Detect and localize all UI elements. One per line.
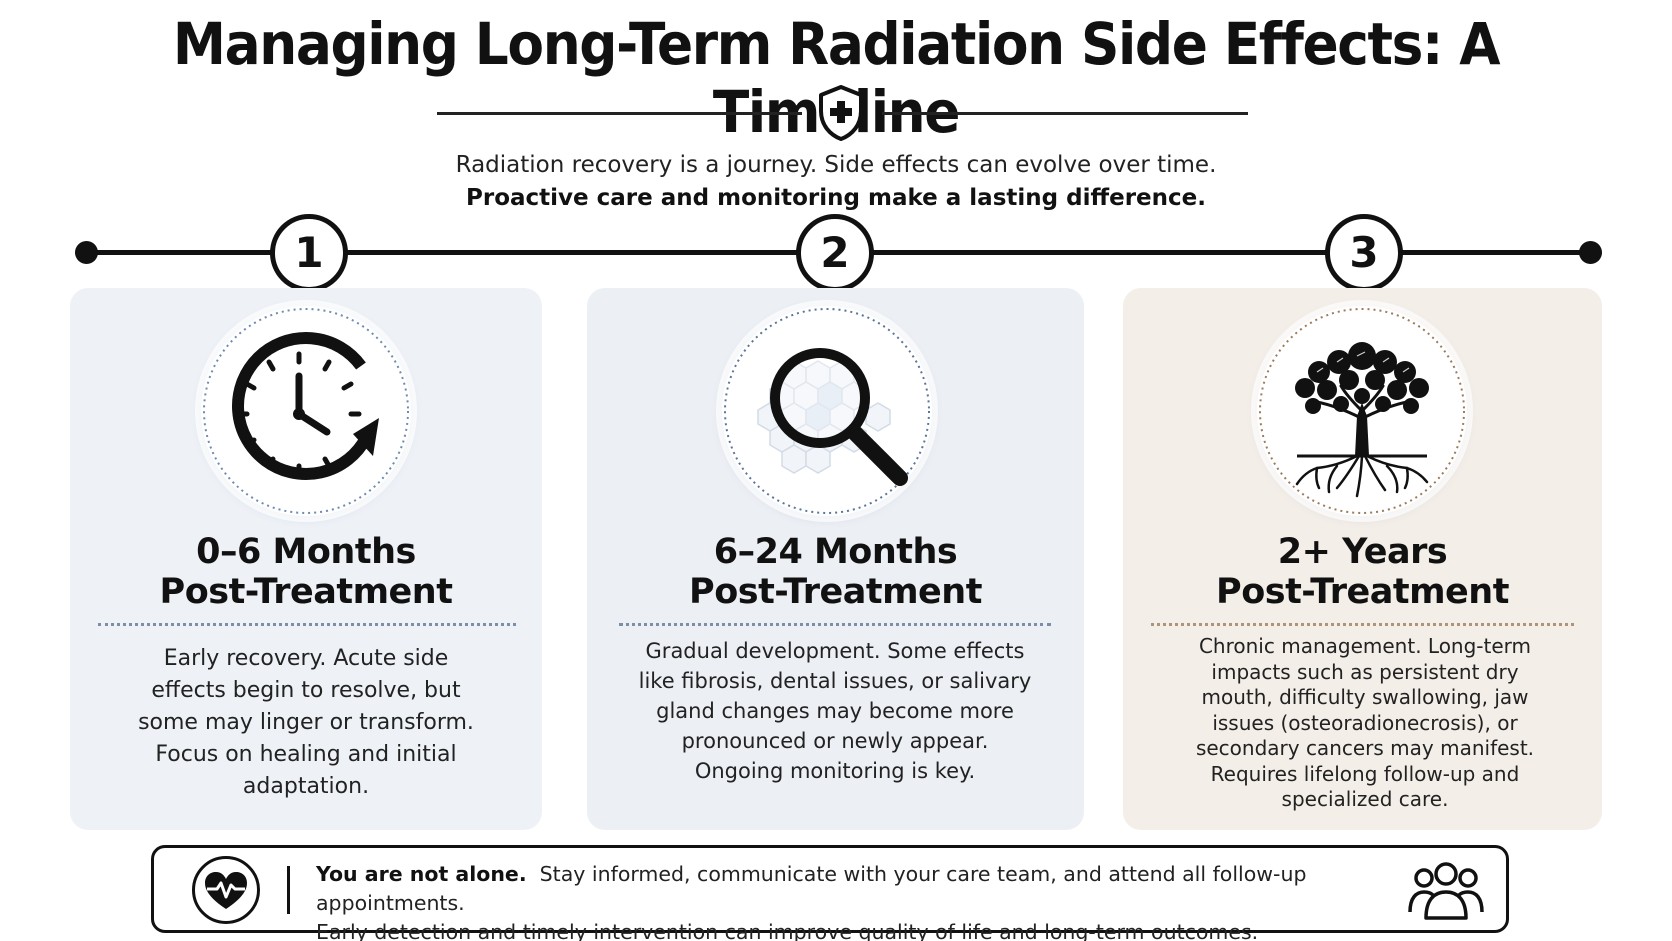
timeline-card-0-6-months: 0–6 Months Post-Treatment Early recovery… bbox=[70, 288, 542, 830]
card-3-divider bbox=[1151, 623, 1574, 626]
timeline-step-2: 2 bbox=[796, 214, 874, 292]
dotted-ring bbox=[724, 308, 930, 514]
timeline-card-6-24-months: 6–24 Months Post-Treatment Gradual devel… bbox=[587, 288, 1084, 830]
subtitle-line-1: Radiation recovery is a journey. Side ef… bbox=[455, 152, 1217, 178]
card-3-description: Chronic management. Long-term impacts su… bbox=[1195, 634, 1535, 811]
support-line-1: You are not alone. Stay informed, commun… bbox=[316, 860, 1376, 918]
support-message: You are not alone. Stay informed, commun… bbox=[316, 860, 1376, 941]
timeline-card-2-plus-years: 2+ Years Post-Treatment Chronic manageme… bbox=[1123, 288, 1602, 830]
people-group-icon bbox=[1408, 862, 1484, 920]
clock-with-arrow-icon bbox=[232, 332, 379, 480]
dotted-ring bbox=[1259, 308, 1465, 514]
shield-cross-icon bbox=[819, 85, 863, 141]
card-2-title-line-1: 6–24 Months bbox=[713, 532, 958, 572]
subtitle-line-2: Proactive care and monitoring make a las… bbox=[466, 185, 1206, 211]
support-lead: You are not alone. bbox=[316, 862, 527, 886]
support-text-1: Stay informed, communicate with your car… bbox=[316, 862, 1307, 915]
card-2-medallion bbox=[722, 306, 932, 516]
support-line-2: Early detection and timely intervention … bbox=[316, 920, 1259, 941]
timeline-step-1: 1 bbox=[270, 214, 348, 292]
card-1-divider bbox=[98, 623, 516, 626]
card-2-title-line-2: Post-Treatment bbox=[689, 572, 982, 612]
card-1-title-line-1: 0–6 Months bbox=[196, 532, 416, 572]
tree-with-roots-icon bbox=[1295, 342, 1429, 498]
dotted-ring bbox=[203, 308, 409, 514]
card-3-title: 2+ Years Post-Treatment bbox=[1123, 532, 1602, 612]
timeline-step-3: 3 bbox=[1325, 214, 1403, 292]
timeline-start-dot bbox=[75, 241, 98, 264]
card-1-description: Early recovery. Acute side effects begin… bbox=[138, 646, 474, 799]
card-2-title: 6–24 Months Post-Treatment bbox=[587, 532, 1084, 612]
title-rule-right bbox=[882, 112, 1248, 115]
magnifying-glass-icon bbox=[757, 348, 908, 486]
heart-icon-circle bbox=[192, 856, 260, 924]
card-2-description: Gradual development. Some effects like f… bbox=[638, 639, 1032, 783]
heart-pulse-icon bbox=[205, 872, 247, 909]
support-banner: You are not alone. Stay informed, commun… bbox=[151, 845, 1509, 941]
card-3-title-line-2: Post-Treatment bbox=[1216, 572, 1509, 612]
card-1-title: 0–6 Months Post-Treatment bbox=[70, 532, 542, 612]
footer-separator bbox=[287, 866, 290, 914]
card-1-title-line-2: Post-Treatment bbox=[159, 572, 453, 612]
card-3-title-line-1: 2+ Years bbox=[1277, 532, 1448, 572]
card-3-medallion bbox=[1257, 306, 1467, 516]
timeline-end-dot bbox=[1579, 241, 1602, 264]
title-rule-left bbox=[437, 112, 802, 115]
card-2-divider bbox=[619, 623, 1051, 626]
card-1-medallion bbox=[201, 306, 411, 516]
